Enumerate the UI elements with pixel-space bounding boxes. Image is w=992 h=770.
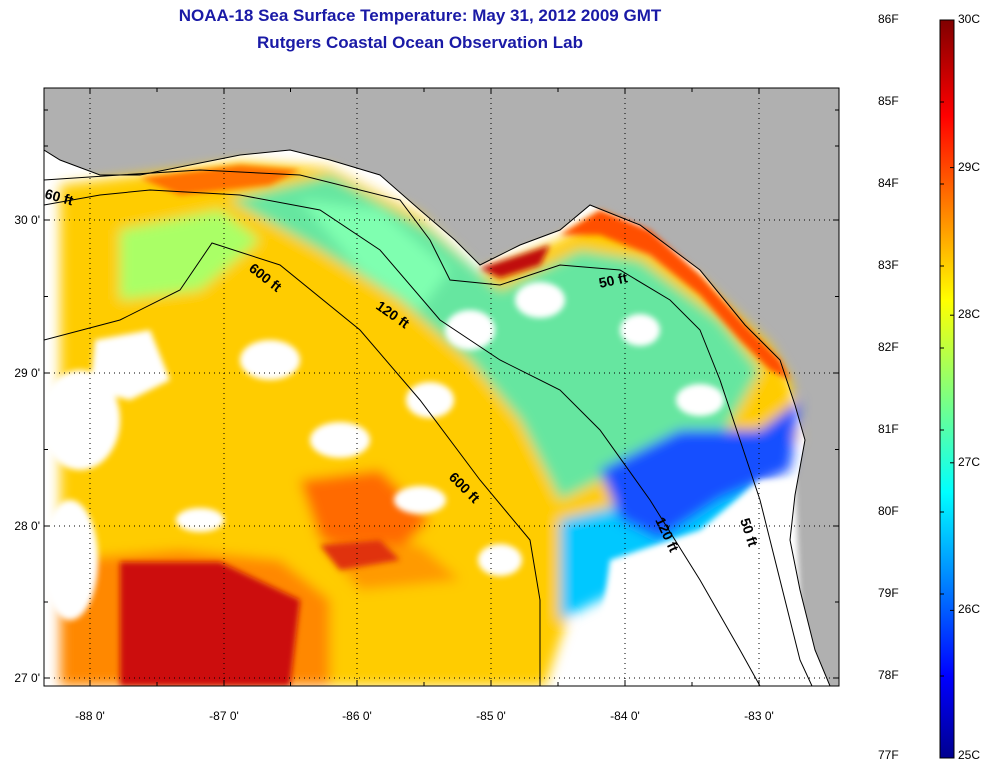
- colorbar-fahrenheit-label: 77F: [878, 748, 899, 762]
- colorbar-fahrenheit-label: 79F: [878, 586, 899, 600]
- colorbar-fahrenheit-label: 83F: [878, 258, 899, 272]
- map-title: NOAA-18 Sea Surface Temperature: May 31,…: [178, 6, 662, 25]
- plot-frame: [43, 87, 840, 687]
- isobath-label: 50 ft: [597, 269, 629, 291]
- latitude-tick-label: 30 0': [14, 213, 40, 227]
- latitude-labels: 30 0' 29 0' 28 0' 27 0': [14, 213, 40, 685]
- longitude-tick-label: -86 0': [342, 709, 372, 723]
- latitude-tick-label: 29 0': [14, 366, 40, 380]
- longitude-tick-label: -87 0': [209, 709, 239, 723]
- longitude-tick-label: -83 0': [744, 709, 774, 723]
- longitude-tick-label: -84 0': [610, 709, 640, 723]
- colorbar-fahrenheit-label: 78F: [878, 668, 899, 682]
- land-mass: [44, 88, 839, 686]
- colorbar-celsius-label: 26C: [958, 602, 981, 617]
- latitude-tick-label: 28 0': [14, 519, 40, 533]
- map-subtitle: Rutgers Coastal Ocean Observation Lab: [257, 33, 583, 52]
- graticule: [44, 88, 839, 686]
- cloud-mask: [44, 282, 800, 686]
- colorbar-celsius-label: 28C: [958, 307, 981, 322]
- colorbar-fahrenheit-label: 85F: [878, 94, 899, 108]
- colorbar-fahrenheit-label: 86F: [878, 12, 899, 26]
- colorbar-fahrenheit-label: 84F: [878, 176, 899, 190]
- colorbar-fahrenheit-label: 80F: [878, 504, 899, 518]
- colorbar: [939, 19, 955, 759]
- longitude-tick-label: -85 0': [476, 709, 506, 723]
- colorbar-celsius-label: 27C: [958, 454, 981, 469]
- colorbar-celsius-label: 30C: [958, 12, 981, 26]
- isobath-label: 60 ft: [43, 185, 75, 208]
- coastline: [44, 149, 831, 686]
- colorbar-ticks: [940, 19, 954, 759]
- latitude-tick-label: 27 0': [14, 671, 40, 685]
- colorbar-celsius-label: 29C: [958, 159, 981, 174]
- colorbar-fahrenheit-label: 81F: [878, 422, 899, 436]
- colorbar-celsius-label: 25C: [958, 748, 981, 762]
- longitude-labels: -88 0' -87 0' -86 0' -85 0' -84 0' -83 0': [75, 709, 774, 723]
- longitude-tick-label: -88 0': [75, 709, 105, 723]
- isobath-lines: [44, 169, 813, 686]
- colorbar-fahrenheit-label: 82F: [878, 340, 899, 354]
